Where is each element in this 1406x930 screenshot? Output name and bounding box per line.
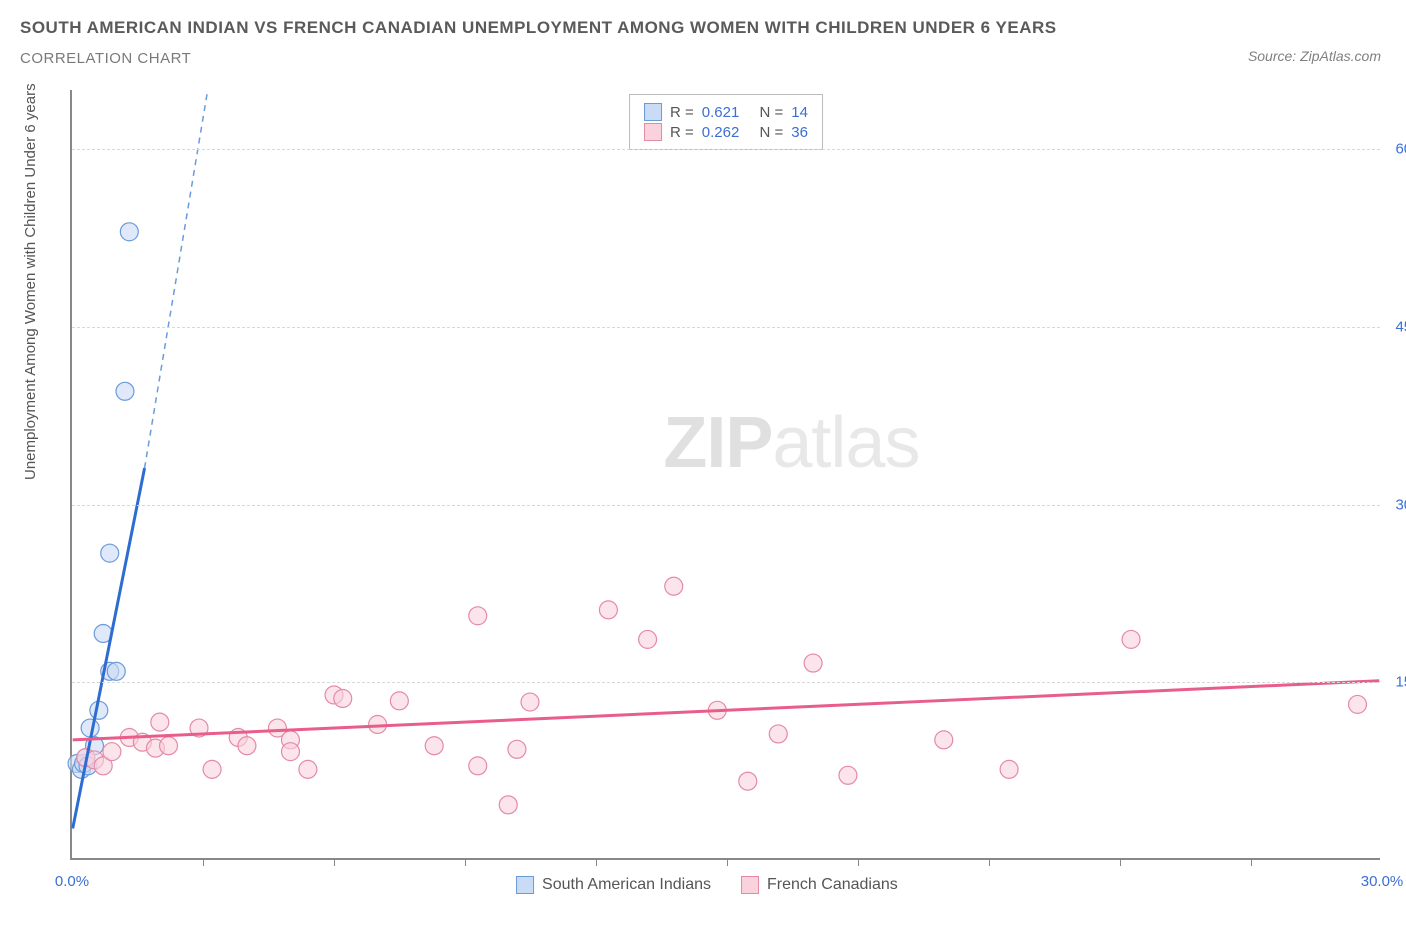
data-point	[203, 760, 221, 778]
y-axis-label: Unemployment Among Women with Children U…	[22, 83, 39, 480]
stats-box: R = 0.621 N = 14 R = 0.262 N = 36	[629, 94, 823, 150]
legend-label-1: French Canadians	[767, 876, 898, 894]
data-point	[739, 772, 757, 790]
x-tick-minor	[858, 858, 859, 866]
data-point	[160, 737, 178, 755]
data-point	[599, 601, 617, 619]
stats-row-series-1: R = 0.262 N = 36	[644, 123, 808, 141]
chart-plot-area: ZIPatlas R = 0.621 N = 14 R = 0.262 N = …	[70, 90, 1380, 860]
x-tick-label: 30.0%	[1361, 873, 1404, 890]
swatch-series-0	[644, 103, 662, 121]
source-attribution: Source: ZipAtlas.com	[1248, 48, 1381, 64]
x-tick-minor	[989, 858, 990, 866]
data-point	[469, 757, 487, 775]
legend-item-0: South American Indians	[516, 876, 711, 894]
y-tick-label: 30.0%	[1395, 496, 1406, 513]
legend-label-0: South American Indians	[542, 876, 711, 894]
legend-item-1: French Canadians	[741, 876, 898, 894]
data-point	[508, 740, 526, 758]
data-point	[151, 713, 169, 731]
legend-swatch-0	[516, 876, 534, 894]
data-point	[499, 796, 517, 814]
data-point	[1349, 695, 1367, 713]
data-point	[665, 577, 683, 595]
data-point	[521, 693, 539, 711]
y-tick-label: 60.0%	[1395, 141, 1406, 158]
data-point	[804, 654, 822, 672]
data-point	[299, 760, 317, 778]
bottom-legend: South American Indians French Canadians	[516, 876, 898, 894]
data-point	[334, 690, 352, 708]
x-tick-minor	[596, 858, 597, 866]
data-point	[103, 743, 121, 761]
x-tick-minor	[465, 858, 466, 866]
scatter-svg	[72, 90, 1380, 858]
x-tick-label: 0.0%	[55, 873, 89, 890]
data-point	[107, 662, 125, 680]
x-tick-minor	[1120, 858, 1121, 866]
data-point	[390, 692, 408, 710]
chart-subtitle: CORRELATION CHART	[20, 50, 1057, 67]
x-tick-minor	[334, 858, 335, 866]
data-point	[238, 737, 256, 755]
x-tick-minor	[203, 858, 204, 866]
gridline-h	[72, 149, 1380, 150]
data-point	[469, 607, 487, 625]
x-tick-minor	[727, 858, 728, 866]
gridline-h	[72, 327, 1380, 328]
legend-swatch-1	[741, 876, 759, 894]
data-point	[769, 725, 787, 743]
stats-row-series-0: R = 0.621 N = 14	[644, 103, 808, 121]
x-tick-minor	[1251, 858, 1252, 866]
data-point	[425, 737, 443, 755]
gridline-h	[72, 505, 1380, 506]
data-point	[116, 382, 134, 400]
swatch-series-1	[644, 123, 662, 141]
data-point	[101, 544, 119, 562]
data-point	[281, 743, 299, 761]
data-point	[639, 630, 657, 648]
data-point	[1122, 630, 1140, 648]
data-point	[120, 223, 138, 241]
y-tick-label: 15.0%	[1395, 674, 1406, 691]
chart-title: SOUTH AMERICAN INDIAN VS FRENCH CANADIAN…	[20, 18, 1057, 38]
data-point	[839, 766, 857, 784]
data-point	[935, 731, 953, 749]
gridline-h	[72, 682, 1380, 683]
y-tick-label: 45.0%	[1395, 318, 1406, 335]
data-point	[1000, 760, 1018, 778]
